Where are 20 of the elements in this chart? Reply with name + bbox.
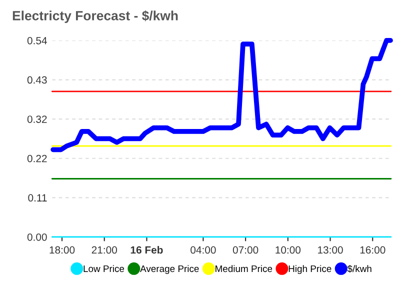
x-tick-label: 21:00: [92, 246, 117, 254]
y-tick-label: 0.22: [27, 154, 47, 162]
legend-label: $/kwh: [347, 264, 372, 273]
y-tick-label: 0.11: [28, 194, 47, 202]
x-tick-label: 16:00: [360, 246, 386, 254]
legend-label: Low Price: [84, 265, 124, 272]
y-tick-label: 0.00: [27, 233, 47, 241]
x-tick-label: 10:00: [276, 246, 301, 254]
x-tick-label: 18:00: [50, 246, 75, 254]
x-tick-label: 04:00: [190, 246, 216, 254]
chart-title: Electricty Forecast - $/kwh: [12, 10, 178, 23]
x-tick-label: 07:00: [232, 246, 258, 254]
legend-label: High Price: [288, 265, 332, 274]
x-tick-label: 16 Feb: [130, 246, 163, 254]
legend-label: Average Price: [140, 265, 199, 274]
y-tick-label: 0.32: [27, 116, 47, 123]
x-tick-label: 13:00: [318, 246, 343, 254]
legend-label: Medium Price: [216, 265, 272, 272]
y-tick-label: 0.54: [27, 36, 47, 44]
y-tick-label: 0.43: [27, 76, 47, 84]
